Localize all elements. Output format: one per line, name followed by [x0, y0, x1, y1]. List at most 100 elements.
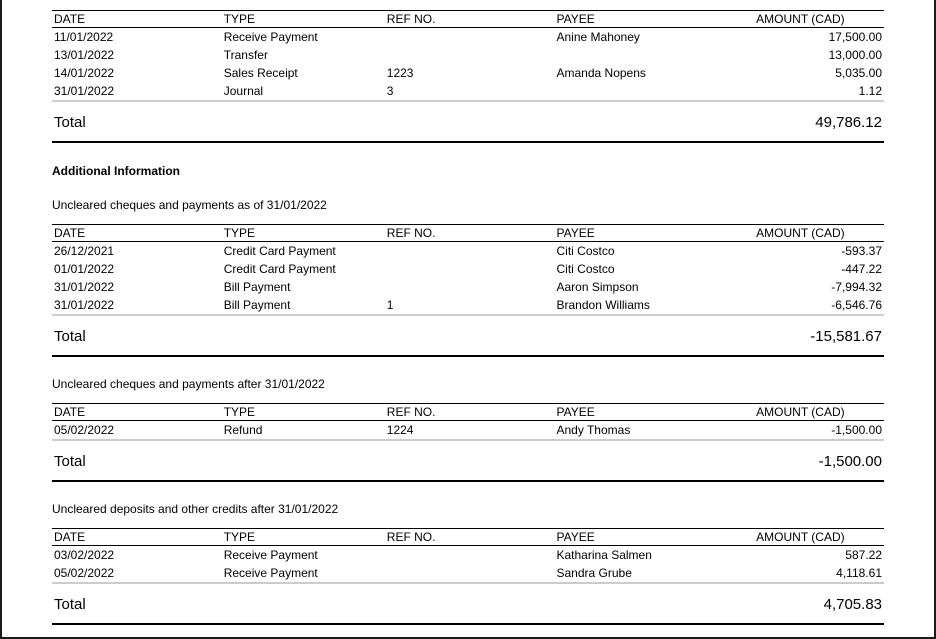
cell-payee: Sandra Grube: [554, 564, 755, 584]
total-label: Total: [54, 596, 86, 613]
cell-date: 05/02/2022: [52, 564, 222, 584]
table-head: DATE TYPE REF NO. PAYEE AMOUNT (CAD): [52, 403, 884, 421]
header-row: DATE TYPE REF NO. PAYEE AMOUNT (CAD): [52, 224, 884, 242]
column-header-date: DATE: [52, 10, 222, 28]
table-row: 26/12/2021 Credit Card Payment Citi Costco…: [52, 242, 884, 261]
first-section-slot: DATE TYPE REF NO. PAYEE AMOUNT (CAD) 11/01/2…: [52, 10, 884, 143]
cell-amount: -1,500.00: [754, 420, 884, 441]
total-row: Total 4,705.83: [52, 584, 884, 623]
cell-type: Receive Payment: [221, 564, 385, 584]
report-section: Uncleared cheques and payments after 31/…: [52, 377, 884, 482]
column-header-date: DATE: [52, 403, 222, 421]
cell-amount: 17,500.00: [828, 30, 882, 44]
cell-payee: Anine Mahoney: [556, 30, 640, 44]
total-row: Total -1,500.00: [52, 441, 884, 480]
table-row: 05/02/2022 Refund 1224 Andy Thomas -1,500.00: [52, 420, 884, 441]
section-subtitle: Uncleared cheques and payments after 31/…: [52, 377, 325, 391]
column-header-date: DATE: [52, 224, 222, 242]
cell-payee: Aaron Simpson: [556, 280, 639, 294]
header-row: DATE TYPE REF NO. PAYEE AMOUNT (CAD): [52, 10, 884, 28]
cell-amount: 1.12: [754, 82, 884, 102]
table-row: 31/01/2022 Bill Payment Aaron Simpson -7,99…: [52, 278, 884, 296]
report-section: Uncleared cheques and payments as of 31/…: [52, 198, 884, 357]
total-amount: -15,581.67: [810, 328, 882, 345]
section-end-divider: [52, 480, 884, 482]
cell-ref: 1: [384, 296, 555, 316]
cell-amount: 587.22: [845, 548, 882, 562]
cell-payee: Andy Thomas: [554, 420, 755, 441]
cell-payee: Citi Costco: [556, 244, 615, 258]
table-head: DATE TYPE REF NO. PAYEE AMOUNT (CAD): [52, 528, 884, 546]
column-header-payee: PAYEE: [554, 10, 755, 28]
section-end-divider: [52, 623, 884, 625]
column-header-ref: REF NO.: [384, 10, 555, 28]
cell-type: Receive Payment: [223, 30, 318, 44]
table-row: 14/01/2022 Sales Receipt 1223 Amanda Nopens…: [52, 64, 884, 82]
table-body: 26/12/2021 Credit Card Payment Citi Costco…: [52, 242, 884, 316]
cell-amount: -7,994.32: [831, 280, 882, 294]
table-body: 03/02/2022 Receive Payment Katharina Salme…: [52, 546, 884, 584]
column-header-amount: AMOUNT (CAD): [754, 224, 884, 242]
column-header-amount: AMOUNT (CAD): [754, 528, 884, 546]
table-row: 31/01/2022 Journal 3 1.12: [52, 82, 884, 102]
cell-type: Receive Payment: [223, 548, 318, 562]
cell-date: 13/01/2022: [54, 48, 115, 62]
cell-date: 03/02/2022: [54, 548, 115, 562]
cell-date: 11/01/2022: [54, 30, 114, 44]
cell-type: Credit Card Payment: [223, 244, 336, 258]
report-section: DATE TYPE REF NO. PAYEE AMOUNT (CAD) 11/01/2…: [52, 10, 884, 143]
section-end-divider: [52, 355, 884, 357]
column-header-amount: AMOUNT (CAD): [754, 10, 884, 28]
table-head: DATE TYPE REF NO. PAYEE AMOUNT (CAD): [52, 224, 884, 242]
report-table: DATE TYPE REF NO. PAYEE AMOUNT (CAD) 26/12/2…: [52, 224, 884, 316]
cell-type: Journal: [221, 82, 385, 102]
header-row: DATE TYPE REF NO. PAYEE AMOUNT (CAD): [52, 403, 884, 421]
cell-ref: [384, 564, 555, 584]
cell-payee: [554, 82, 755, 102]
header-row: DATE TYPE REF NO. PAYEE AMOUNT (CAD): [52, 528, 884, 546]
cell-type: Bill Payment: [221, 296, 385, 316]
cell-amount: 13,000.00: [828, 48, 882, 62]
cell-payee: [555, 46, 755, 64]
report-table: DATE TYPE REF NO. PAYEE AMOUNT (CAD) 03/02/2…: [52, 528, 884, 584]
total-label: Total: [54, 328, 86, 345]
column-header-amount: AMOUNT (CAD): [754, 403, 884, 421]
additional-information-heading: Additional Information: [52, 164, 180, 178]
total-amount: 49,786.12: [815, 114, 882, 131]
column-header-ref: REF NO.: [384, 403, 555, 421]
cell-date: 31/01/2022: [54, 280, 115, 294]
column-header-payee: PAYEE: [554, 403, 755, 421]
cell-date: 01/01/2022: [54, 262, 115, 276]
cell-amount: -6,546.76: [754, 296, 884, 316]
total-label: Total: [54, 453, 86, 470]
cell-amount: -593.37: [841, 244, 882, 258]
column-header-payee: PAYEE: [554, 224, 755, 242]
report-table: DATE TYPE REF NO. PAYEE AMOUNT (CAD) 05/02/2…: [52, 403, 884, 441]
column-header-type: TYPE: [221, 403, 385, 421]
table-body: 05/02/2022 Refund 1224 Andy Thomas -1,500.00: [52, 420, 884, 441]
total-amount: 4,705.83: [823, 596, 882, 613]
total-row: Total 49,786.12: [52, 102, 884, 141]
cell-date: 31/01/2022: [52, 82, 222, 102]
column-header-type: TYPE: [221, 528, 385, 546]
cell-date: 14/01/2022: [54, 66, 115, 80]
table-row: 03/02/2022 Receive Payment Katharina Salme…: [52, 546, 884, 565]
total-amount: -1,500.00: [818, 453, 882, 470]
cell-date: 26/12/2021: [54, 244, 115, 258]
table-row: 13/01/2022 Transfer 13,000.00: [52, 46, 884, 64]
table-row: 01/01/2022 Credit Card Payment Citi Costco…: [52, 260, 884, 278]
cell-type: Bill Payment: [223, 280, 291, 294]
cell-ref: [385, 260, 555, 278]
cell-ref: [385, 242, 555, 261]
column-header-payee: PAYEE: [554, 528, 755, 546]
cell-ref: 3: [384, 82, 555, 102]
total-row: Total -15,581.67: [52, 316, 884, 355]
cell-ref: [385, 28, 555, 47]
cell-payee: Brandon Williams: [554, 296, 755, 316]
cell-date: 31/01/2022: [52, 296, 222, 316]
cell-amount: 4,118.61: [754, 564, 884, 584]
cell-payee: Katharina Salmen: [556, 548, 652, 562]
cell-type: Sales Receipt: [223, 66, 298, 80]
column-header-type: TYPE: [221, 224, 385, 242]
column-header-type: TYPE: [221, 10, 385, 28]
